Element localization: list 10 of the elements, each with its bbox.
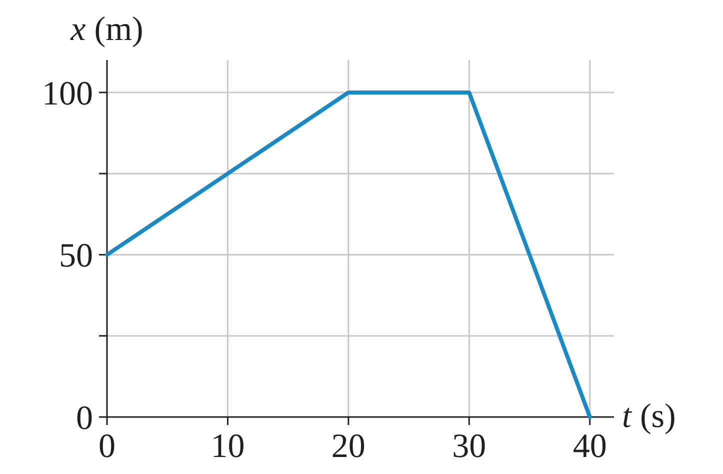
y-tick-label: 0 xyxy=(76,400,93,437)
x-tick-label: 20 xyxy=(331,428,366,465)
x-tick-label: 40 xyxy=(572,428,607,465)
x-tick-label: 0 xyxy=(98,428,116,465)
x-tick-label: 10 xyxy=(210,428,245,465)
y-axis-title: x (m) xyxy=(70,11,144,48)
x-tick-label: 30 xyxy=(452,428,486,465)
x-axis-title: t (s) xyxy=(622,398,676,435)
y-tick-label: 50 xyxy=(59,238,93,275)
y-tick-label: 100 xyxy=(42,75,93,112)
